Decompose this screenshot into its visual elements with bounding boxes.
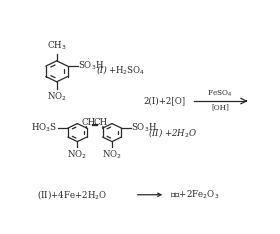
Text: FeSO$_4$: FeSO$_4$ (207, 89, 233, 99)
Text: NO$_2$: NO$_2$ (67, 148, 87, 161)
Text: (I): (I) (97, 66, 108, 75)
Text: +H$_2$SO$_4$: +H$_2$SO$_4$ (108, 64, 146, 77)
Text: (II) +2H$_2$O: (II) +2H$_2$O (148, 126, 197, 139)
Text: CH: CH (94, 118, 108, 127)
Text: NO$_2$: NO$_2$ (47, 90, 67, 103)
Text: [OH]: [OH] (211, 103, 229, 111)
Text: NO$_2$: NO$_2$ (102, 148, 122, 161)
Text: CH$_3$: CH$_3$ (47, 40, 66, 52)
Text: SO$_3$H: SO$_3$H (131, 121, 157, 134)
Text: (II)+4Fe+2H$_2$O: (II)+4Fe+2H$_2$O (37, 188, 108, 201)
Text: 本品+2Fe$_2$O$_3$: 本品+2Fe$_2$O$_3$ (169, 189, 219, 201)
Text: CH: CH (81, 118, 96, 127)
Text: SO$_3$H: SO$_3$H (78, 59, 105, 72)
Text: 2(I)+2[O]: 2(I)+2[O] (143, 97, 186, 106)
Text: HO$_3$S: HO$_3$S (31, 121, 57, 134)
